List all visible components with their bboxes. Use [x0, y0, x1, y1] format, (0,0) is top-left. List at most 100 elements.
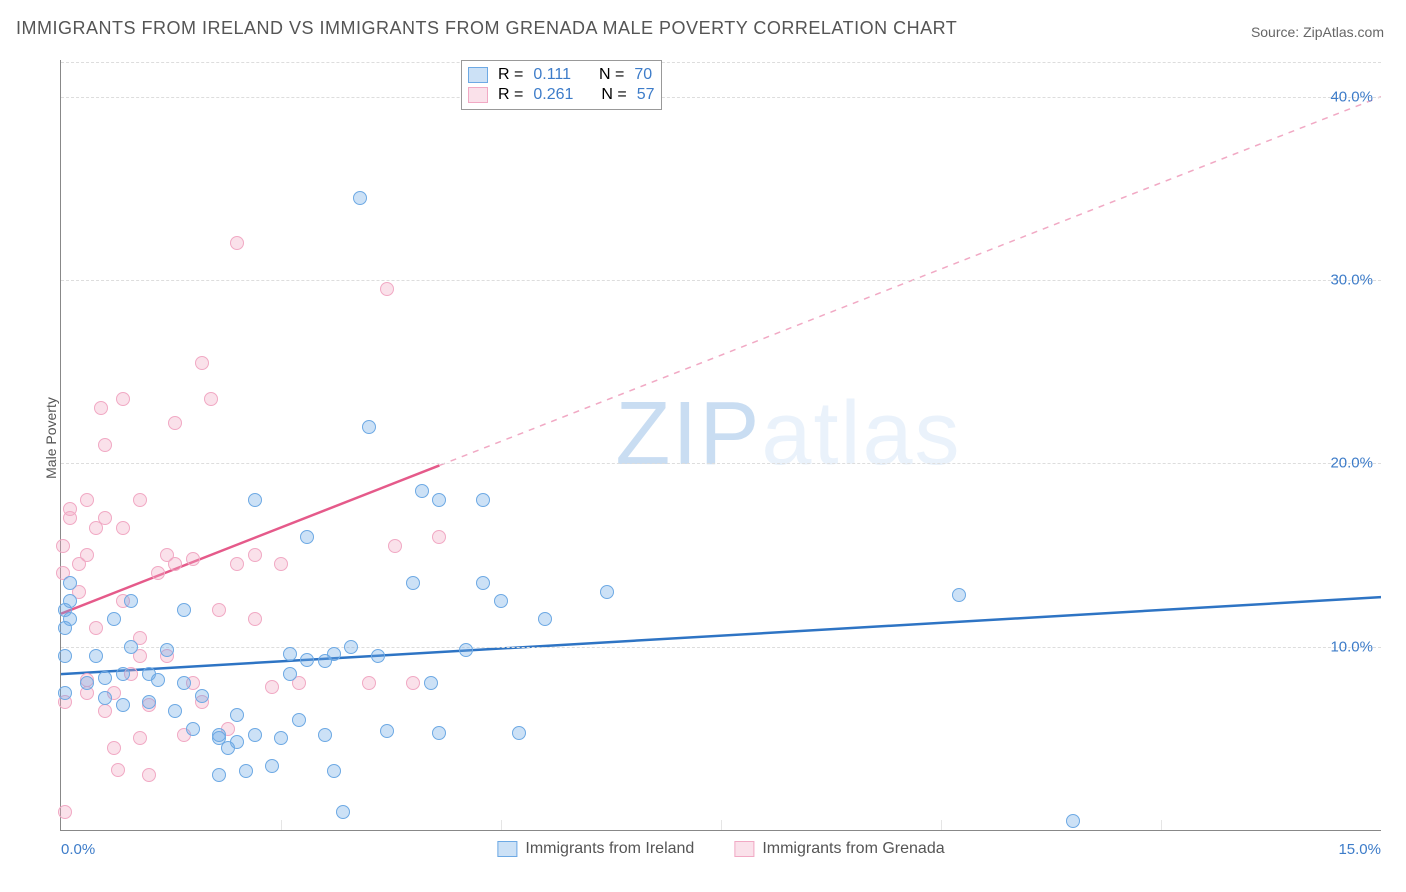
r-value-ireland: 0.111 — [533, 66, 571, 84]
r-label: R = — [498, 86, 523, 104]
stats-row-ireland: R = 0.111 N = 70 — [468, 65, 655, 85]
data-point-ireland — [89, 649, 103, 663]
trend-lines — [61, 60, 1381, 830]
data-point-grenada — [56, 539, 70, 553]
data-point-ireland — [142, 695, 156, 709]
data-point-ireland — [177, 603, 191, 617]
data-point-ireland — [63, 612, 77, 626]
data-point-grenada — [380, 282, 394, 296]
data-point-ireland — [124, 640, 138, 654]
legend-item-ireland: Immigrants from Ireland — [497, 840, 694, 858]
data-point-ireland — [353, 191, 367, 205]
data-point-grenada — [133, 731, 147, 745]
data-point-grenada — [80, 548, 94, 562]
data-point-ireland — [151, 673, 165, 687]
data-point-grenada — [98, 704, 112, 718]
data-point-ireland — [239, 764, 253, 778]
x-minor-tick — [281, 820, 282, 830]
data-point-ireland — [186, 722, 200, 736]
data-point-ireland — [476, 576, 490, 590]
data-point-ireland — [538, 612, 552, 626]
data-point-ireland — [318, 728, 332, 742]
n-label: N = — [601, 86, 626, 104]
data-point-ireland — [248, 493, 262, 507]
data-point-grenada — [58, 805, 72, 819]
n-label: N = — [599, 66, 624, 84]
gridline-h — [61, 647, 1381, 648]
data-point-ireland — [274, 731, 288, 745]
data-point-ireland — [248, 728, 262, 742]
gridline-h — [61, 280, 1381, 281]
x-tick-label: 15.0% — [1338, 841, 1381, 858]
watermark: ZIPatlas — [615, 383, 961, 486]
data-point-grenada — [195, 356, 209, 370]
stats-row-grenada: R = 0.261 N = 57 — [468, 85, 655, 105]
data-point-ireland — [80, 676, 94, 690]
data-point-grenada — [388, 539, 402, 553]
data-point-grenada — [98, 438, 112, 452]
data-point-grenada — [98, 511, 112, 525]
swatch-grenada — [734, 841, 754, 857]
stats-legend: R = 0.111 N = 70 R = 0.261 N = 57 — [461, 60, 662, 110]
y-axis-label: Male Poverty — [43, 397, 59, 479]
data-point-grenada — [274, 557, 288, 571]
data-point-ireland — [168, 704, 182, 718]
r-value-grenada: 0.261 — [533, 86, 573, 104]
scatter-plot: ZIPatlas R = 0.111 N = 70 R = 0.261 N = … — [60, 60, 1381, 831]
data-point-ireland — [283, 647, 297, 661]
y-tick-label: 10.0% — [1330, 638, 1373, 655]
data-point-grenada — [265, 680, 279, 694]
data-point-ireland — [107, 612, 121, 626]
gridline-h — [61, 463, 1381, 464]
data-point-ireland — [1066, 814, 1080, 828]
data-point-ireland — [432, 726, 446, 740]
data-point-grenada — [212, 603, 226, 617]
data-point-ireland — [212, 728, 226, 742]
data-point-grenada — [116, 392, 130, 406]
data-point-grenada — [111, 763, 125, 777]
gridline-h — [61, 97, 1381, 98]
data-point-grenada — [89, 621, 103, 635]
data-point-grenada — [186, 552, 200, 566]
legend-label-grenada: Immigrants from Grenada — [762, 840, 944, 858]
data-point-ireland — [424, 676, 438, 690]
data-point-grenada — [230, 236, 244, 250]
data-point-ireland — [98, 691, 112, 705]
data-point-ireland — [476, 493, 490, 507]
data-point-ireland — [600, 585, 614, 599]
data-point-ireland — [292, 713, 306, 727]
y-tick-label: 30.0% — [1330, 272, 1373, 289]
data-point-ireland — [415, 484, 429, 498]
data-point-ireland — [116, 667, 130, 681]
data-point-grenada — [248, 548, 262, 562]
x-minor-tick — [501, 820, 502, 830]
x-tick-label: 0.0% — [61, 841, 95, 858]
data-point-ireland — [362, 420, 376, 434]
data-point-grenada — [168, 557, 182, 571]
data-point-ireland — [195, 689, 209, 703]
data-point-ireland — [512, 726, 526, 740]
r-label: R = — [498, 66, 523, 84]
data-point-ireland — [177, 676, 191, 690]
swatch-grenada — [468, 87, 488, 103]
data-point-ireland — [371, 649, 385, 663]
data-point-ireland — [265, 759, 279, 773]
data-point-grenada — [133, 493, 147, 507]
data-point-grenada — [116, 521, 130, 535]
data-point-grenada — [362, 676, 376, 690]
n-value-ireland: 70 — [634, 66, 652, 84]
data-point-ireland — [230, 735, 244, 749]
data-point-grenada — [151, 566, 165, 580]
swatch-ireland — [468, 67, 488, 83]
source-attribution: Source: ZipAtlas.com — [1251, 24, 1384, 40]
data-point-grenada — [107, 741, 121, 755]
data-point-ireland — [459, 643, 473, 657]
x-minor-tick — [721, 820, 722, 830]
data-point-ireland — [406, 576, 420, 590]
data-point-ireland — [327, 764, 341, 778]
data-point-ireland — [336, 805, 350, 819]
data-point-ireland — [63, 576, 77, 590]
data-point-ireland — [212, 768, 226, 782]
x-minor-tick — [941, 820, 942, 830]
x-minor-tick — [1161, 820, 1162, 830]
